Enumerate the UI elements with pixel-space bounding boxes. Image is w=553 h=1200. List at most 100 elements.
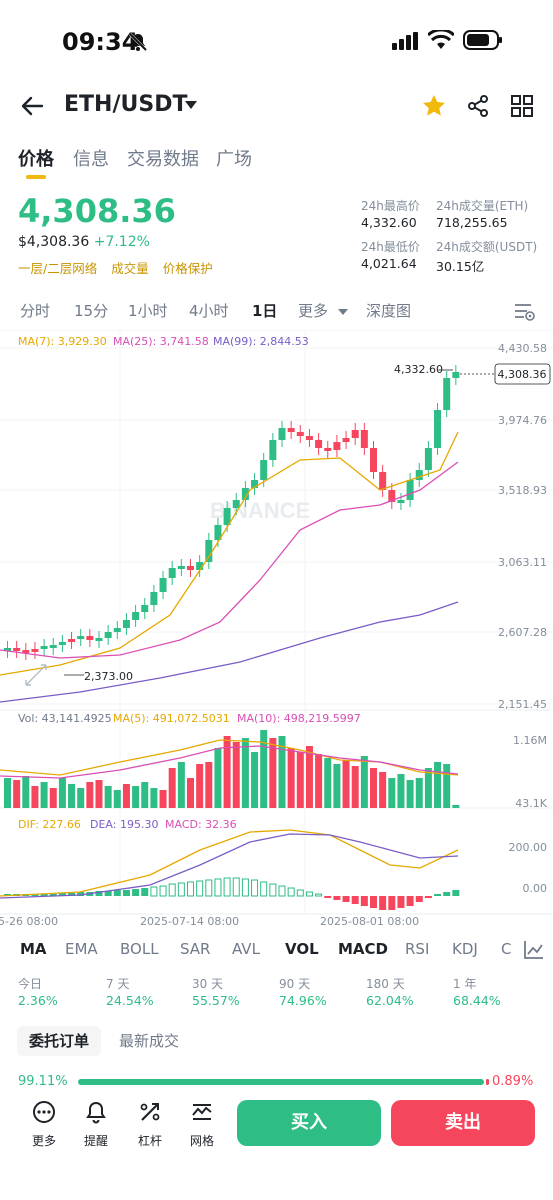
- ind-avl[interactable]: AVL: [232, 940, 260, 958]
- volume-bar: [159, 790, 167, 808]
- volume-bar: [452, 805, 460, 808]
- macd-bar: [296, 889, 304, 897]
- ind-sar[interactable]: SAR: [180, 940, 211, 958]
- perf-value: 68.44%: [453, 993, 501, 1008]
- volume-bar: [296, 752, 304, 808]
- low-value: 4,021.64: [361, 256, 417, 271]
- volume-bar: [77, 788, 85, 808]
- ind-vol[interactable]: VOL: [285, 940, 319, 958]
- link-price-protection[interactable]: 价格保护: [162, 261, 213, 276]
- nav-grid[interactable]: 网格: [182, 1100, 222, 1149]
- macd-bar: [159, 885, 167, 897]
- volume-bar: [397, 774, 405, 808]
- candle: [214, 525, 222, 540]
- tab-orderbook[interactable]: 委托订单: [17, 1026, 102, 1056]
- candle: [196, 562, 204, 570]
- kline-chart[interactable]: BINANCE4,430.583,974.763,518.933,063.112…: [0, 330, 553, 930]
- vol-ma5-line: [0, 739, 459, 776]
- macd-bar: [49, 894, 57, 896]
- nav-margin-label: 杠杆: [137, 1134, 162, 1148]
- last-price: 4,308.36: [18, 192, 176, 230]
- macd-bar: [241, 878, 249, 897]
- star-icon[interactable]: [421, 93, 447, 119]
- ind-boll[interactable]: BOLL: [120, 940, 159, 958]
- date-label: 5-26 08:00: [0, 915, 58, 928]
- tab-price[interactable]: 价格: [18, 149, 54, 170]
- tf-1h[interactable]: 1小时: [128, 302, 168, 320]
- tf-line[interactable]: 分时: [20, 302, 51, 320]
- y-axis-label: 2,151.45: [498, 698, 547, 711]
- vol-legend: MA(10): 498,219.5997: [237, 712, 361, 725]
- nav-margin[interactable]: 杠杆: [130, 1100, 170, 1149]
- candle: [104, 632, 112, 638]
- candle: [388, 490, 396, 502]
- macd-bar: [95, 891, 103, 896]
- nav-alert[interactable]: 提醒: [76, 1100, 116, 1149]
- candle: [315, 440, 323, 448]
- volume-bar: [58, 778, 66, 808]
- wifi-icon: [428, 30, 454, 49]
- vol-eth-label: 24h成交量(ETH): [436, 199, 529, 213]
- y-axis-label: 4,430.58: [498, 342, 547, 355]
- grid-menu-icon[interactable]: [510, 94, 534, 118]
- ind-more[interactable]: C: [501, 940, 512, 958]
- chart-settings-icon[interactable]: [514, 302, 536, 322]
- volume-bar: [434, 762, 442, 808]
- macd-legend: MACD: 32.36: [165, 818, 237, 831]
- macd-bar: [315, 893, 323, 897]
- volume-bar: [86, 782, 94, 808]
- candle: [141, 605, 149, 612]
- pair-title[interactable]: ETH/USDT: [64, 92, 188, 117]
- macd-bar: [351, 896, 359, 904]
- tf-more[interactable]: 更多: [298, 302, 329, 320]
- share-icon[interactable]: [466, 94, 490, 118]
- tf-4h[interactable]: 4小时: [189, 302, 229, 320]
- tab-square[interactable]: 广场: [216, 149, 252, 170]
- macd-bar: [415, 896, 423, 902]
- more-dots-icon: [33, 1101, 55, 1123]
- link-layer-network[interactable]: 一层/二层网络: [18, 261, 98, 276]
- tf-1d[interactable]: 1日: [252, 302, 278, 320]
- back-arrow-icon[interactable]: [20, 94, 44, 118]
- macd-bar: [434, 894, 442, 896]
- link-volume[interactable]: 成交量: [111, 261, 149, 276]
- ind-ema[interactable]: EMA: [65, 940, 98, 958]
- indicator-chart-icon[interactable]: [523, 940, 545, 960]
- macd-axis-label: 0.00: [523, 882, 548, 895]
- tab-info[interactable]: 信息: [73, 149, 109, 170]
- vol-usdt-value: 30.15亿: [436, 259, 485, 274]
- ind-ma[interactable]: MA: [20, 940, 47, 958]
- macd-bar: [251, 879, 259, 897]
- tab-trading-data[interactable]: 交易数据: [127, 149, 199, 170]
- caret-down-icon[interactable]: [184, 100, 198, 110]
- volume-bar: [150, 788, 158, 808]
- ind-rsi[interactable]: RSI: [405, 940, 430, 958]
- tf-depth[interactable]: 深度图: [366, 302, 412, 320]
- candle: [342, 438, 350, 442]
- y-axis-label: 3,518.93: [498, 484, 547, 497]
- vol-legend: Vol: 43,141.4925: [18, 712, 112, 725]
- macd-bar: [287, 887, 295, 897]
- tf-more-caret-icon[interactable]: [337, 308, 349, 316]
- price-sub: $4,308.36 +7.12%: [18, 234, 150, 250]
- ind-macd[interactable]: MACD: [338, 940, 388, 958]
- macd-bar: [333, 896, 341, 900]
- candle: [95, 638, 103, 641]
- candle: [406, 480, 414, 500]
- perf-value: 24.54%: [106, 993, 154, 1008]
- buy-button[interactable]: 买入: [237, 1100, 381, 1146]
- vol-usdt-label: 24h成交额(USDT): [436, 240, 538, 254]
- volume-bar: [4, 778, 11, 808]
- grid-trading-icon: [192, 1104, 212, 1120]
- tf-15m[interactable]: 15分: [74, 302, 109, 320]
- dif-line: [0, 829, 459, 897]
- tab-latest-trades[interactable]: 最新成交: [119, 1032, 180, 1050]
- tab-indicator: [26, 175, 46, 179]
- ind-kdj[interactable]: KDJ: [452, 940, 478, 958]
- candle: [177, 566, 185, 569]
- sell-button[interactable]: 卖出: [391, 1100, 535, 1146]
- volume-bar: [333, 764, 341, 808]
- nav-more[interactable]: 更多: [24, 1100, 64, 1149]
- volume-bar: [104, 786, 112, 808]
- candle: [269, 440, 277, 460]
